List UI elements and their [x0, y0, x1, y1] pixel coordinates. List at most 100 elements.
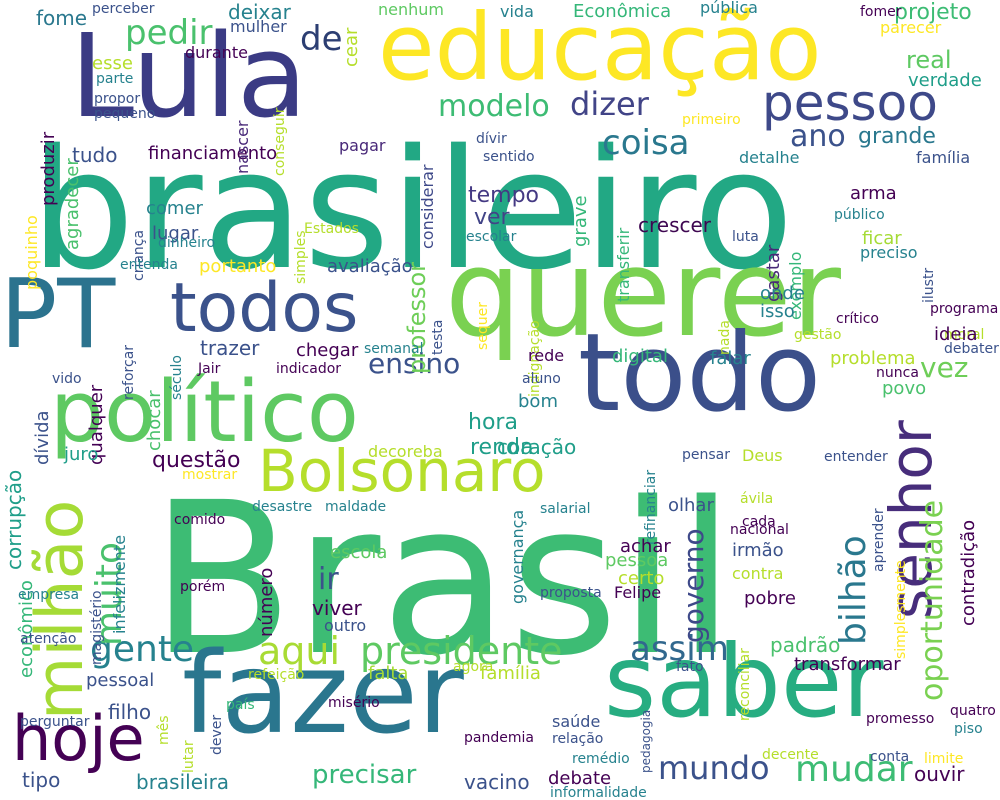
- word-8: político: [50, 363, 359, 462]
- word-172: pessoal: [86, 670, 155, 691]
- word-191: conta: [870, 749, 910, 765]
- word-133: pensar: [682, 447, 731, 463]
- word-14: milhão: [23, 499, 98, 721]
- word-0: Brasil: [150, 457, 736, 702]
- word-148: achar: [620, 536, 671, 557]
- word-37: renda: [470, 435, 534, 460]
- word-182: perguntar: [20, 714, 90, 730]
- word-78: grave: [570, 195, 591, 247]
- word-193: lutar: [181, 740, 197, 773]
- word-166: atenção: [20, 631, 77, 647]
- word-171: família: [480, 663, 541, 684]
- word-130: corrupção: [2, 470, 26, 571]
- word-15: pessoo: [762, 74, 938, 132]
- word-47: verdade: [908, 70, 982, 91]
- word-46: projeto: [894, 0, 972, 25]
- word-145: ávila: [740, 491, 774, 507]
- word-72: considerar: [418, 165, 437, 250]
- word-97: avaliação: [327, 256, 413, 277]
- word-85: ilustr: [921, 267, 937, 304]
- word-5: todo: [578, 311, 822, 436]
- word-129: juro: [64, 444, 99, 465]
- word-68: cear: [341, 27, 362, 68]
- word-116: dívida: [32, 410, 53, 465]
- word-184: dever: [209, 714, 225, 756]
- word-20: mudar: [795, 749, 913, 790]
- word-131: decoreba: [368, 442, 443, 461]
- word-180: quatro: [950, 703, 996, 719]
- word-79: transferir: [614, 228, 633, 303]
- word-151: escola: [330, 542, 388, 563]
- word-163: número: [256, 567, 277, 638]
- word-23: bilhão: [833, 535, 874, 645]
- word-195: brasileira: [136, 770, 230, 794]
- word-73: dívir: [476, 131, 507, 147]
- word-56: pública: [700, 0, 758, 17]
- word-98: testa: [430, 320, 446, 356]
- word-66: nascer: [233, 120, 252, 174]
- word-1: brasileiro: [30, 114, 794, 306]
- word-57: fomer: [860, 4, 902, 20]
- word-174: fato: [676, 659, 704, 675]
- word-126: vido: [52, 371, 82, 387]
- word-140: comido: [174, 512, 226, 528]
- word-197: debate: [548, 768, 612, 789]
- word-96: portanto: [199, 256, 277, 277]
- word-62: pequeno: [94, 106, 156, 122]
- word-24: oportunidade: [915, 500, 950, 702]
- word-135: entender: [824, 449, 888, 465]
- word-155: pobre: [744, 588, 796, 609]
- word-32: grande: [858, 124, 936, 149]
- word-77: família: [916, 148, 971, 167]
- word-71: pagar: [339, 136, 386, 155]
- word-35: precisar: [312, 760, 417, 790]
- word-149: pessoa: [605, 550, 669, 571]
- word-54: vida: [500, 2, 534, 21]
- word-143: salarial: [540, 501, 591, 517]
- word-114: chegar: [296, 340, 359, 361]
- word-108: ideia: [934, 324, 978, 345]
- word-125: povo: [882, 378, 927, 399]
- word-19: assim: [630, 629, 729, 669]
- word-9: PT: [0, 260, 116, 370]
- word-173: refeição: [248, 667, 305, 683]
- word-76: detalhe: [739, 148, 800, 167]
- word-53: nenhum: [378, 0, 444, 19]
- word-105: crítico: [836, 311, 879, 327]
- word-177: país: [226, 697, 255, 713]
- word-4: educação: [378, 0, 822, 101]
- word-117: chocar: [144, 389, 165, 451]
- word-137: contradição: [958, 520, 979, 627]
- word-167: padrão: [770, 633, 841, 657]
- word-38: ir: [318, 562, 339, 597]
- word-187: relação: [552, 731, 604, 747]
- word-134: Deus: [742, 446, 783, 465]
- word-99: sequer: [475, 302, 491, 351]
- word-181: piso: [954, 721, 983, 737]
- word-6: fazer: [182, 629, 464, 759]
- word-69: perceber: [92, 1, 155, 17]
- word-51: deixar: [228, 0, 291, 24]
- word-112: século: [169, 355, 185, 400]
- word-106: moral: [944, 327, 985, 343]
- word-179: promesso: [866, 711, 935, 727]
- word-150: irmão: [732, 540, 784, 561]
- word-147: nacional: [730, 522, 789, 538]
- word-70: poquinho: [22, 215, 41, 290]
- word-89: lugar: [152, 223, 199, 244]
- word-86: ficar: [862, 228, 902, 249]
- word-107: programa: [930, 301, 999, 317]
- word-40: coração: [497, 435, 577, 459]
- word-28: dizer: [570, 85, 649, 123]
- word-127: aluno: [522, 371, 561, 387]
- word-43: crescer: [638, 213, 712, 237]
- word-153: contra: [732, 564, 784, 583]
- word-91: criança: [131, 229, 147, 282]
- word-169: agora: [453, 659, 494, 675]
- word-159: infelizmente: [110, 535, 129, 635]
- word-25: governo: [677, 527, 710, 643]
- word-74: sentido: [483, 149, 535, 165]
- word-189: remédio: [572, 751, 630, 767]
- word-13: hoje: [12, 702, 145, 775]
